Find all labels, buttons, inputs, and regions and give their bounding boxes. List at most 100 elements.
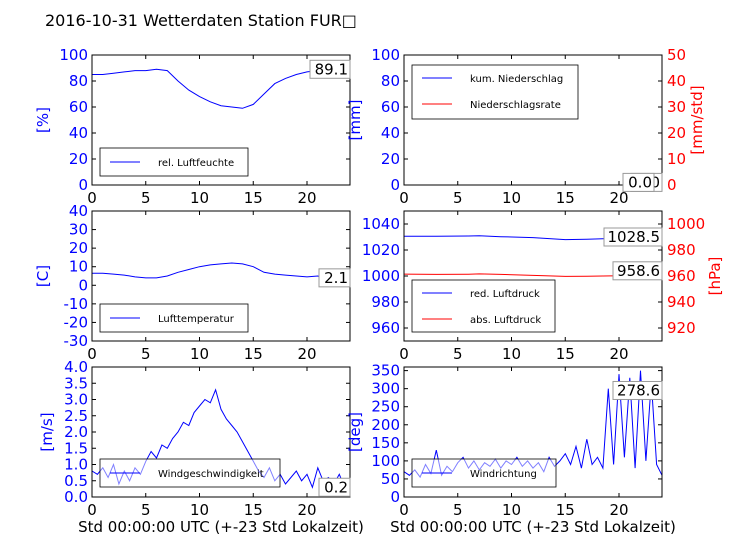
x-tick-label: 15 [556,345,575,363]
x-tick-label: 20 [297,345,316,363]
current-value-box [318,477,351,497]
y-tick-label: 60 [381,98,400,116]
x-tick-label: 10 [502,345,521,363]
x-tick-label: 0 [87,345,97,363]
current-value: 958.6 [617,262,660,280]
y-right-tick-label: 920 [667,319,696,337]
y-tick-label: 200 [371,416,400,434]
legend-label: abs. Luftdruck [470,315,541,326]
y-tick-label: 300 [371,380,400,398]
y-tick-label: 0 [390,488,400,506]
x-tick-label: 15 [556,501,575,519]
y-tick-label: 40 [69,124,88,142]
y-tick-label: 80 [69,72,88,90]
x-tick-label: 0 [399,501,409,519]
y-tick-label: 1020 [362,241,400,259]
series-line-0 [92,68,350,109]
y-tick-label: -20 [64,313,89,331]
y-axis-label: [%] [34,107,52,133]
x-tick-label: 15 [244,501,263,519]
y-tick-label: 4.0 [64,358,88,376]
current-value: 0.2 [324,478,348,496]
y-tick-label: 40 [381,124,400,142]
x-axis-label: Std 00:00:00 UTC (+-23 Std Lokalzeit) [78,518,364,536]
y-tick-label: 0 [78,176,88,194]
x-tick-label: 0 [87,189,97,207]
y-right-tick-label: 10 [667,150,686,168]
x-tick-label: 0 [399,189,409,207]
y-right-axis-label: [hPa] [706,257,724,296]
x-tick-label: 20 [609,345,628,363]
y-tick-label: 3.5 [64,374,88,392]
y-tick-label: 100 [371,46,400,64]
y-tick-label: 60 [69,98,88,116]
x-tick-label: 5 [141,189,151,207]
current-value: 278.6 [617,381,660,399]
x-tick-label: 15 [556,189,575,207]
x-tick-label: 15 [244,189,263,207]
y-tick-label: 250 [371,398,400,416]
y-tick-label: 80 [381,72,400,90]
y-tick-label: 20 [69,239,88,257]
current-value-box [622,172,655,192]
current-value-box [612,380,663,400]
x-tick-label: 15 [244,345,263,363]
x-axis-label: Std 00:00:00 UTC (+-23 Std Lokalzeit) [390,518,676,536]
y-tick-label: 0 [78,276,88,294]
panel-humidity: 0 20 40 60 80 100 0 5 10 15 20 [%] 89.1 rel. Luftfeuc… [34,46,351,207]
current-value: 89.1 [315,60,348,78]
x-tick-label: 5 [453,189,463,207]
legend-label: kum. Niederschlag [470,74,563,85]
y-tick-label: 0.0 [64,488,88,506]
y-tick-label: 980 [371,293,400,311]
series-line-0 [92,262,351,283]
y-tick-label: 1.5 [64,439,88,457]
x-tick-label: 20 [609,501,628,519]
legend-label: Windrichtung [470,469,537,480]
y-tick-label: -10 [64,295,89,313]
legend-label: red. Luftdruck [470,289,540,300]
y-right-tick-label: 960 [667,267,696,285]
x-tick-label: 5 [141,501,151,519]
legend-label: Lufttemperatur [158,314,235,325]
y-tick-label: -30 [64,332,89,350]
panel-windspeed: 0.00.51.01.52.02.53.03.54.0 0 5 10 15 20 [m/s]… [38,358,364,536]
y-axis-label: [C] [34,265,52,287]
y-right-tick-label: 0 [667,176,677,194]
y-right-tick-label: 940 [667,293,696,311]
y-tick-label: 1.0 [64,456,88,474]
y-tick-label: 2.5 [64,407,88,425]
y-tick-label: 2.0 [64,423,88,441]
y-right-tick-label: 980 [667,241,696,259]
y-axis-label: [m/s] [38,412,56,451]
y-right-tick-label: 40 [667,72,686,90]
current-value: 0.0 [628,173,652,191]
panel-precipitation: 0 20 40 60 80 100 0 10 20 30 40 50 0 5 10 15 20 [mm] [mm/s… [346,46,706,207]
y-tick-label: 30 [69,221,88,239]
x-tick-label: 5 [141,345,151,363]
current-value: 2.1 [324,269,348,287]
y-tick-label: 150 [371,434,400,452]
y-tick-label: 20 [69,150,88,168]
y-tick-label: 40 [69,202,88,220]
x-tick-label: 20 [609,189,628,207]
current-value: 1028.5 [608,228,661,246]
panel-pressure: 960 980 1000 1020 1040 920 940 960 980 1000 0 5 10 15… [362,210,724,363]
y-tick-label: 100 [59,46,88,64]
x-tick-label: 10 [502,189,521,207]
current-value-box [612,261,663,281]
y-tick-label: 350 [371,362,400,380]
y-axis-label: [deg] [346,412,364,452]
figure-title: 2016-10-31 Wetterdaten Station FUR□ [45,11,357,30]
plot-frame [403,366,663,498]
y-tick-label: 20 [381,150,400,168]
x-tick-label: 10 [190,345,209,363]
y-axis-label: [mm] [346,100,364,141]
y-right-tick-label: 1000 [667,215,705,233]
y-tick-label: 3.0 [64,391,88,409]
x-tick-label: 10 [190,501,209,519]
plot-frame [91,366,351,498]
